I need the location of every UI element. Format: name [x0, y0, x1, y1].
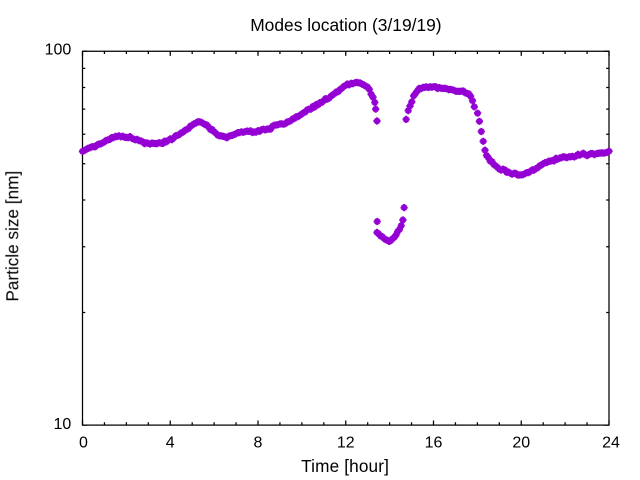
- svg-text:Time [hour]: Time [hour]: [301, 456, 389, 476]
- svg-text:8: 8: [254, 435, 263, 452]
- svg-text:16: 16: [425, 435, 443, 452]
- svg-text:0: 0: [79, 435, 88, 452]
- svg-text:Particle size [nm]: Particle size [nm]: [3, 171, 23, 302]
- svg-text:Modes location (3/19/19): Modes location (3/19/19): [250, 15, 441, 35]
- svg-text:20: 20: [512, 435, 530, 452]
- svg-text:10: 10: [54, 416, 72, 433]
- svg-text:12: 12: [337, 435, 355, 452]
- svg-text:24: 24: [602, 435, 620, 452]
- svg-text:100: 100: [45, 42, 72, 59]
- svg-text:4: 4: [166, 435, 175, 452]
